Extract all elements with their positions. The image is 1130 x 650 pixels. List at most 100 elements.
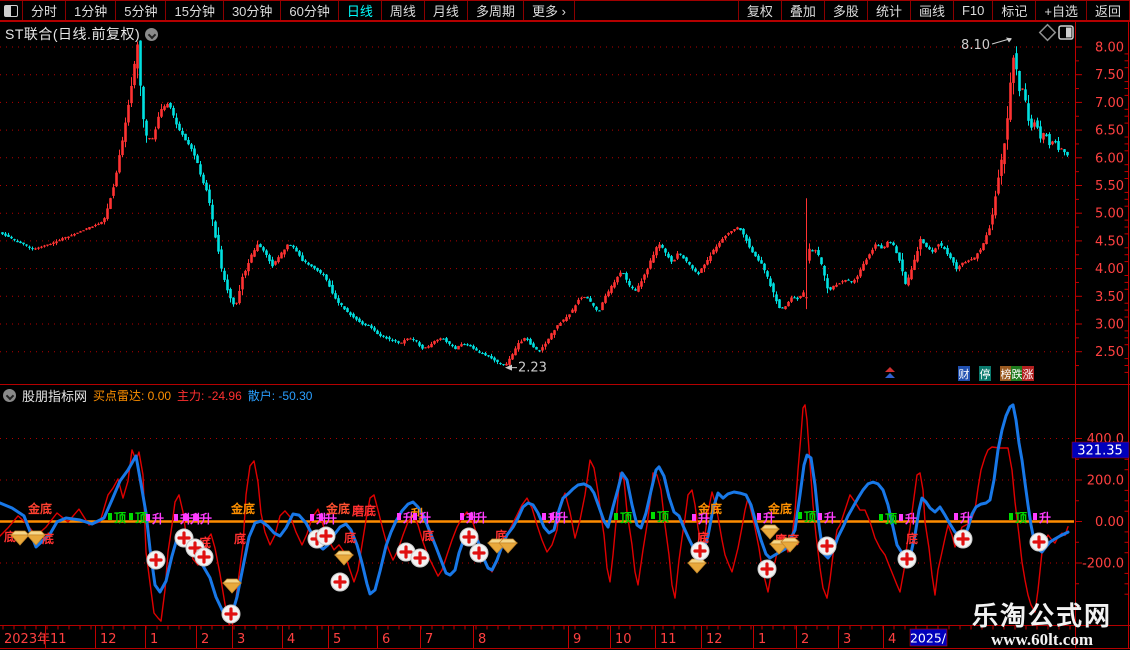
signal-text-升: 升 — [397, 510, 415, 525]
svg-text:金底: 金底 — [767, 501, 792, 516]
menu-tool-8[interactable]: 返回 — [1087, 1, 1130, 20]
low-price-annotation: 2.23 — [518, 361, 547, 376]
candles — [1, 40, 1069, 368]
menu-tool-7[interactable]: +自选 — [1036, 1, 1087, 20]
svg-text:顶: 顶 — [885, 512, 897, 526]
svg-text:底: 底 — [234, 531, 246, 546]
cross-signal-icon — [469, 543, 489, 563]
menu-period-10[interactable]: 更多 › — [524, 1, 575, 20]
corner-badge-财[interactable]: 财 — [958, 366, 970, 381]
svg-text:金底: 金底 — [697, 501, 722, 516]
time-axis-month: 11 — [50, 632, 67, 647]
menu-period-5[interactable]: 60分钟 — [281, 1, 339, 20]
signal-text-升: 升 — [194, 511, 212, 526]
indicator-axis-label: 0.00 — [1095, 515, 1124, 530]
signal-text-底: 底 — [234, 531, 246, 546]
svg-text:顶: 顶 — [135, 511, 147, 525]
svg-text:磨底: 磨底 — [351, 503, 376, 518]
indicator-value-radar: 买点雷达: 0.00 — [93, 389, 172, 403]
price-panel: 8.00 7.50 7.00 6.50 6.00 5.50 5.00 4.50 4.00 3.50… — [0, 22, 1129, 384]
cross-signal-icon — [410, 548, 430, 568]
title-dropdown-icon[interactable] — [145, 27, 159, 41]
svg-text:顶: 顶 — [804, 510, 816, 524]
cross-signal-icon — [146, 550, 166, 570]
corner-badge-榜[interactable]: 榜 — [1000, 366, 1012, 381]
price-axis-label: 3.00 — [1095, 318, 1124, 333]
svg-text:升: 升 — [824, 510, 836, 525]
menu-period-3[interactable]: 15分钟 — [166, 1, 224, 20]
menu-tool-4[interactable]: 画线 — [911, 1, 954, 20]
menu-period-6[interactable]: 日线 — [339, 1, 382, 20]
price-axis-label: 5.50 — [1095, 179, 1124, 194]
price-chart-plot[interactable] — [0, 22, 1075, 384]
menu-period-9[interactable]: 多周期 — [468, 1, 524, 20]
split-window-icon[interactable] — [1058, 25, 1074, 40]
cross-signal-icon — [459, 527, 479, 547]
signal-text-金底: 金底 — [767, 501, 792, 516]
signal-text-升: 升 — [818, 510, 836, 525]
svg-text:2025/: 2025/ — [910, 631, 947, 646]
signal-text-升: 升 — [899, 511, 917, 526]
indicator-chart-plot[interactable] — [0, 385, 1075, 625]
svg-text:榜: 榜 — [1001, 367, 1012, 381]
time-axis-end-badge: 2025/ — [909, 628, 948, 647]
expand-panel-icon[interactable] — [885, 367, 895, 378]
menu-period-1[interactable]: 1分钟 — [66, 1, 117, 20]
cross-signal-icon — [757, 559, 777, 579]
svg-text:升: 升 — [403, 510, 415, 525]
corner-badge-涨[interactable]: 涨 — [1022, 366, 1034, 381]
menu-tool-6[interactable]: 标记 — [993, 1, 1037, 20]
signal-text-底: 底 — [422, 528, 434, 543]
menu-tool-2[interactable]: 多股 — [825, 1, 868, 20]
signal-text-底: 底 — [697, 530, 709, 545]
diamond-tool-icon[interactable] — [1038, 23, 1057, 42]
signal-text-顶: 顶 — [614, 511, 632, 525]
watermark: 乐淘公式网 www.60lt.com — [972, 604, 1112, 650]
svg-text:升: 升 — [325, 511, 337, 526]
diamond-signal-icon — [760, 524, 780, 540]
svg-text:金底: 金底 — [325, 501, 350, 516]
svg-text:升: 升 — [152, 511, 164, 526]
menu-tool-1[interactable]: 叠加 — [782, 1, 825, 20]
menu-tool-3[interactable]: 统计 — [868, 1, 911, 20]
signal-text-升: 升 — [1033, 510, 1051, 525]
diamond-signal-icon — [780, 537, 800, 553]
time-axis-month: 12 — [100, 632, 117, 647]
svg-text:升: 升 — [905, 511, 917, 526]
watermark-url: www.60lt.com — [991, 630, 1093, 649]
svg-text:升: 升 — [763, 510, 775, 525]
svg-text:跌: 跌 — [1012, 367, 1023, 381]
signal-text-金底: 金底 — [27, 501, 52, 516]
signal-text-升: 升 — [413, 510, 431, 525]
cross-signal-icon — [221, 604, 241, 624]
price-axis-label: 5.00 — [1095, 207, 1124, 222]
cross-signal-icon — [316, 526, 336, 546]
time-axis-month: 3 — [843, 632, 851, 647]
time-axis-month: 2 — [801, 632, 809, 647]
time-axis-month: 7 — [425, 632, 433, 647]
indicator-collapse-icon[interactable] — [3, 389, 16, 402]
tools-menu: 复权 叠加 多股 统计 画线 F10 标记 +自选 返回 — [737, 1, 1130, 20]
corner-badge-停[interactable]: 停 — [979, 366, 991, 381]
diamond-signal-icon — [334, 550, 354, 566]
indicator-panel: 400.0200.00.00-200.0321.35金底底底顶顶升升升升底金底底… — [0, 385, 1130, 625]
menu-tool-0[interactable]: 复权 — [737, 1, 782, 20]
menu-tool-5[interactable]: F10 — [954, 1, 994, 20]
time-axis-month: 4 — [287, 632, 295, 647]
price-axis-label: 7.00 — [1095, 96, 1124, 111]
chart-title: ST联合(日线.前复权) — [5, 26, 141, 42]
signal-text-升: 升 — [550, 510, 568, 525]
menu-period-2[interactable]: 5分钟 — [116, 1, 167, 20]
menu-period-0[interactable]: 分时 — [23, 1, 67, 20]
menu-period-8[interactable]: 月线 — [425, 1, 468, 20]
signal-text-升: 升 — [692, 511, 710, 526]
corner-badge-跌[interactable]: 跌 — [1011, 366, 1023, 381]
price-axis-label: 6.00 — [1095, 151, 1124, 166]
svg-text:升: 升 — [1039, 510, 1051, 525]
signal-text-升: 升 — [954, 510, 972, 525]
menu-period-7[interactable]: 周线 — [382, 1, 425, 20]
menu-period-4[interactable]: 30分钟 — [224, 1, 282, 20]
price-axis-label: 4.50 — [1095, 234, 1124, 249]
window-layout-iconbox[interactable] — [0, 1, 23, 20]
svg-text:财: 财 — [959, 367, 970, 381]
